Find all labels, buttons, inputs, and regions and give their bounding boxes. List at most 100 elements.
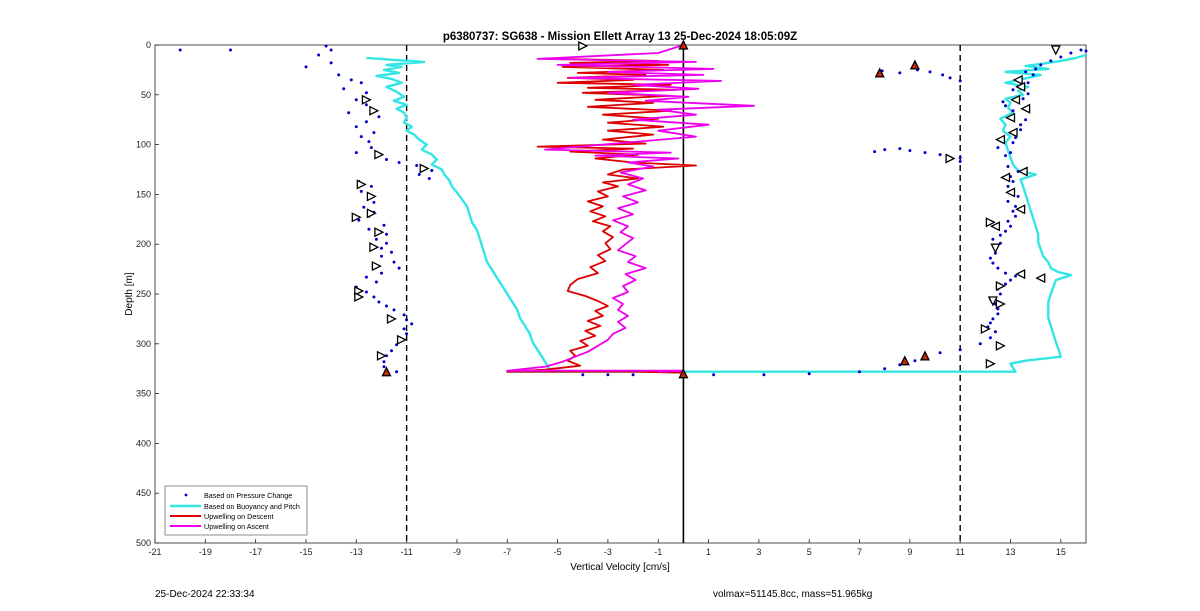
pressure-point	[1016, 194, 1020, 198]
pressure-point	[427, 177, 431, 180]
pressure-point	[996, 146, 1000, 150]
pressure-point	[1026, 81, 1030, 85]
plot-area	[154, 44, 1087, 544]
pressure-point	[229, 48, 232, 52]
pressure-point	[1024, 70, 1028, 74]
x-tick-label: 3	[756, 547, 761, 557]
x-tick-label: -17	[249, 547, 262, 557]
x-tick-label: 7	[857, 547, 862, 557]
pressure-point	[1024, 118, 1028, 122]
pressure-point	[380, 254, 383, 258]
pressure-point	[347, 111, 351, 115]
pressure-point	[397, 161, 401, 164]
pressure-point	[372, 295, 376, 299]
pressure-point	[397, 266, 401, 270]
pressure-point	[1019, 128, 1023, 132]
footer-stats: volmax=51145.8cc, mass=51.965kg	[713, 589, 873, 600]
x-tick-label: -5	[554, 547, 562, 557]
pressure-point	[385, 232, 388, 236]
x-tick-label: 11	[956, 547, 965, 557]
pressure-point	[1084, 49, 1088, 53]
marker-triangle-right	[356, 179, 367, 190]
pressure-point	[631, 373, 635, 377]
pressure-point	[1049, 59, 1053, 63]
marker-triangle-right	[995, 280, 1006, 292]
pressure-point	[988, 256, 992, 260]
pressure-point	[364, 103, 368, 107]
pressure-point	[996, 312, 1000, 316]
marker-triangle-right	[351, 212, 362, 223]
x-tick-label: -9	[453, 547, 461, 557]
marker-triangle-down	[990, 243, 1001, 254]
markers-triangle-right	[351, 40, 1006, 369]
pressure-point	[362, 205, 366, 209]
pressure-point	[1069, 51, 1073, 55]
y-tick-label: 50	[141, 90, 151, 100]
pressure-point	[606, 373, 610, 377]
pressure-point	[374, 280, 378, 284]
x-tick-label: 13	[1006, 547, 1016, 557]
pressure-point	[1014, 204, 1017, 208]
marker-triangle-right	[396, 334, 408, 345]
pressure-point	[807, 372, 811, 376]
x-tick-label: -19	[199, 547, 212, 557]
legend-item-descent: Upwelling on Descent	[170, 512, 274, 521]
markers-triangle-up-red	[381, 39, 931, 379]
pressure-point	[410, 322, 414, 326]
pressure-point	[938, 351, 942, 355]
y-tick-label: 250	[136, 289, 151, 299]
pressure-point	[364, 120, 368, 124]
pressure-point	[958, 79, 962, 83]
pressure-point	[1014, 274, 1017, 278]
pressure-point	[1006, 199, 1010, 203]
marker-triangle-left	[1012, 74, 1023, 85]
pressure-point	[364, 290, 368, 294]
pressure-point	[354, 125, 358, 129]
y-tick-label: 100	[136, 140, 151, 150]
marker-triangle-left	[1005, 112, 1016, 123]
marker-triangle-right	[985, 217, 996, 228]
marker-triangle-left	[989, 221, 1001, 232]
pressure-point	[1026, 92, 1030, 96]
legend-item-buoyancy: Based on Buoyancy and Pitch	[170, 502, 300, 511]
marker-triangle-left	[1010, 94, 1021, 105]
marker-triangle-left	[1015, 81, 1026, 92]
x-tick-label: 9	[907, 547, 912, 557]
series-upwelling-on-ascent	[506, 44, 755, 373]
marker-triangle-left	[1015, 204, 1026, 215]
footer-timestamp: 25-Dec-2024 22:33:34	[155, 589, 255, 600]
pressure-point	[762, 373, 766, 377]
pressure-point	[998, 292, 1002, 296]
y-tick-label: 450	[136, 488, 151, 498]
pressure-point	[898, 71, 902, 75]
pressure-point	[938, 153, 942, 157]
pressure-point	[380, 271, 383, 275]
marker-triangle-left	[1017, 166, 1028, 177]
marker-triangle-up-red	[678, 39, 689, 50]
pressure-point	[374, 237, 378, 241]
series-upwelling-on-descent	[506, 58, 697, 374]
x-tick-label: -13	[350, 547, 363, 557]
pressure-point	[1006, 184, 1010, 188]
pressure-point	[354, 98, 358, 102]
legend-label-pressure: Based on Pressure Change	[204, 491, 292, 500]
pressure-point	[402, 313, 406, 317]
pressure-point	[1006, 219, 1010, 223]
marker-triangle-up-red	[899, 355, 910, 366]
marker-triangle-right	[369, 105, 380, 116]
marker-triangle-up-red	[919, 350, 931, 361]
marker-triangle-up-red	[874, 67, 885, 78]
pressure-point	[380, 246, 383, 250]
pressure-point	[359, 135, 363, 139]
pressure-point	[1011, 141, 1015, 145]
pressure-point	[390, 349, 393, 353]
marker-triangle-down	[1050, 45, 1061, 56]
pressure-point	[405, 332, 409, 336]
pressure-point	[317, 53, 321, 57]
x-tick-label: -7	[503, 547, 511, 557]
pressure-point	[372, 131, 376, 135]
pressure-point	[359, 189, 363, 193]
pressure-point	[1019, 123, 1023, 127]
x-tick-label: 5	[807, 547, 812, 557]
pressure-point	[958, 156, 962, 159]
